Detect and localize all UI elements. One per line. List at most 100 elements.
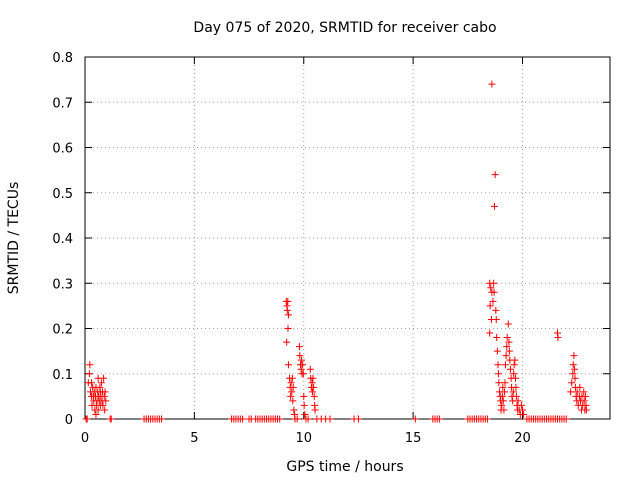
data-point <box>102 397 110 405</box>
data-point <box>309 388 316 396</box>
x-tick-label: 10 <box>295 431 312 446</box>
data-point <box>576 383 584 391</box>
data-point <box>239 415 246 423</box>
data-point <box>308 379 316 387</box>
data-point <box>580 388 588 396</box>
data-point <box>484 415 491 423</box>
x-tick-label: 5 <box>190 431 198 446</box>
data-point <box>310 392 318 400</box>
data-point <box>310 383 318 391</box>
grid-lines <box>85 57 610 419</box>
data-point <box>85 370 93 378</box>
data-point <box>499 383 507 391</box>
data-point <box>568 379 576 387</box>
axis-ticks: 0 0.1 0.2 0.3 0.4 0.5 0.6 0.7 0.8 0 5 10 15 20 <box>52 51 610 446</box>
data-point <box>287 379 295 387</box>
data-point <box>492 315 500 323</box>
data-point <box>326 415 334 423</box>
data-point <box>491 202 498 210</box>
data-point <box>101 406 109 414</box>
data-point <box>94 374 102 382</box>
data-point <box>562 415 570 423</box>
y-tick-label: 0.6 <box>52 142 73 157</box>
data-point <box>283 306 291 314</box>
data-point <box>505 338 513 346</box>
data-point <box>499 397 507 405</box>
data-point <box>284 311 292 319</box>
y-tick-label: 0.7 <box>52 96 73 111</box>
chart-title: Day 075 of 2020, SRMTID for receiver cab… <box>193 20 496 36</box>
data-point <box>492 306 500 314</box>
data-point <box>501 388 509 396</box>
data-point <box>498 392 506 400</box>
data-point <box>495 379 503 387</box>
data-point <box>301 410 309 418</box>
data-point <box>512 383 520 391</box>
data-point <box>569 361 577 369</box>
data-point <box>289 397 297 405</box>
data-point <box>94 406 102 414</box>
data-point <box>283 338 291 346</box>
data-point <box>504 320 512 328</box>
x-axis-label: GPS time / hours <box>286 459 403 475</box>
data-point <box>491 171 499 179</box>
y-tick-label: 0.2 <box>52 323 73 338</box>
data-point <box>296 352 304 360</box>
data-point <box>299 370 307 378</box>
data-point <box>505 347 513 355</box>
data-point <box>510 361 518 369</box>
data-point <box>502 352 510 360</box>
data-point <box>293 415 301 423</box>
data-point <box>570 352 578 360</box>
data-point <box>354 415 362 423</box>
data-point <box>520 410 528 418</box>
data-point <box>289 383 297 391</box>
data-point <box>489 297 497 305</box>
data-point <box>300 401 308 409</box>
data-point <box>92 410 100 418</box>
data-point <box>488 80 496 88</box>
data-point <box>298 356 306 364</box>
data-point <box>582 392 589 400</box>
data-point <box>295 343 303 351</box>
data-point <box>500 406 508 414</box>
data-point <box>435 415 443 423</box>
data-point <box>498 401 506 409</box>
y-tick-label: 0 <box>65 413 73 428</box>
data-point <box>512 374 519 382</box>
x-tick-label: 0 <box>81 431 89 446</box>
data-point <box>554 334 562 342</box>
data-point <box>519 406 526 414</box>
data-point <box>290 406 298 414</box>
data-point <box>306 365 314 373</box>
data-point <box>582 406 590 414</box>
data-points <box>82 80 590 423</box>
y-tick-label: 0.3 <box>52 277 73 292</box>
y-tick-label: 0.4 <box>52 232 73 247</box>
data-point <box>297 365 305 373</box>
data-point <box>107 415 115 423</box>
data-point <box>501 361 509 369</box>
data-point <box>86 361 94 369</box>
data-point <box>411 415 419 423</box>
data-point <box>96 388 104 396</box>
data-point <box>501 379 509 387</box>
x-tick-label: 20 <box>514 431 531 446</box>
data-point <box>571 374 579 382</box>
data-point <box>514 397 522 405</box>
data-point <box>493 347 501 355</box>
data-point <box>300 392 308 400</box>
data-point <box>158 415 166 423</box>
data-point <box>571 365 579 373</box>
y-tick-label: 0.5 <box>52 187 73 202</box>
data-point <box>494 361 502 369</box>
data-point <box>284 297 292 305</box>
data-point <box>100 392 108 400</box>
plot-frame <box>84 56 611 420</box>
y-axis-label: SRMTID / TECUs <box>6 182 22 295</box>
data-point <box>88 379 96 387</box>
data-point <box>573 388 581 396</box>
data-point <box>287 392 295 400</box>
